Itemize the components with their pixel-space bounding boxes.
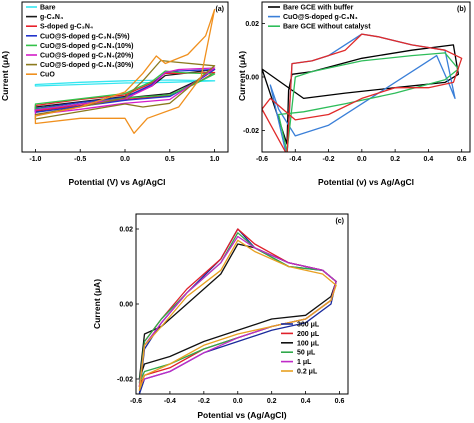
- x-tick-label: -1.0: [29, 156, 41, 163]
- x-axis-label: Potential (v) vs Ag/AgCl: [318, 177, 414, 187]
- legend-label: 0.2 μL: [297, 369, 318, 376]
- legend-label: 100 μL: [297, 340, 320, 347]
- x-axis-label: Potential vs (Ag/AgCl): [197, 410, 286, 420]
- x-tick-label: -0.5: [74, 156, 86, 163]
- legend-label: CuO@S-doped g-C₃N₄: [283, 14, 358, 21]
- legend-label: CuO@S-doped g-C₃N₄(5%): [40, 33, 130, 40]
- x-tick-label: 0.2: [390, 156, 400, 163]
- y-tick-label: 0.02: [119, 227, 133, 234]
- x-tick-label: 0.6: [457, 156, 467, 163]
- legend-label: 300 μL: [297, 322, 320, 329]
- series-line-6: [34, 67, 216, 116]
- y-tick-label: 0.00: [119, 302, 133, 309]
- series-line-1: [262, 44, 460, 145]
- x-tick-label: -0.2: [323, 156, 335, 163]
- legend-label: S-doped g-C₃N₄: [40, 24, 93, 31]
- x-axis-label: Potential (V) vs Ag/AgCl: [69, 177, 166, 187]
- legend-label: 50 μL: [297, 350, 316, 357]
- series-line-3: [277, 52, 460, 152]
- legend-label: Bare: [40, 5, 56, 12]
- legend-label: 1 μL: [297, 359, 312, 366]
- y-axis-label: Current (μA): [0, 51, 10, 101]
- series-line-7: [34, 59, 216, 120]
- plot-frame: [135, 213, 349, 395]
- x-tick-label: -0.2: [198, 398, 210, 405]
- series-line-8: [34, 8, 216, 134]
- x-tick-label: 0.0: [120, 156, 130, 163]
- legend-label: Bare GCE without catalyst: [283, 24, 371, 31]
- legend-label: CuO@S-doped g-C₃N₄(10%): [40, 43, 134, 50]
- x-tick-label: -0.6: [130, 398, 142, 405]
- x-tick-label: -0.4: [164, 398, 176, 405]
- x-tick-label: 0.0: [233, 398, 243, 405]
- x-tick-label: 1.0: [210, 156, 220, 163]
- chart-panel-3: -0.6 -0.4 -0.2 0.0 0.2 0.4 0.6 0.02 0.00 -0.02 Pot…: [92, 213, 349, 420]
- y-axis-label: Current (μA): [92, 279, 102, 329]
- series-line-2: [269, 33, 456, 152]
- chart-panel-1: -1.0 -0.5 0.0 0.5 1.0 Potential (V) vs Ag/AgC…: [0, 1, 229, 187]
- legend-label: Bare GCE with buffer: [283, 5, 354, 12]
- legend-label: CuO@S-doped g-C₃N₄(30%): [40, 62, 134, 69]
- y-tick-label: -0.02: [243, 128, 259, 135]
- legend-label: g-C₃N₄: [40, 14, 63, 21]
- x-tick-label: 0.5: [165, 156, 175, 163]
- panel-label: (a): [215, 6, 224, 13]
- legend-label: CuO: [40, 72, 55, 79]
- x-tick-label: 0.4: [424, 156, 434, 163]
- panel-label: (c): [335, 218, 344, 225]
- series-line-4: [262, 33, 463, 152]
- y-tick-label: -0.02: [117, 377, 133, 384]
- x-tick-label: -0.4: [289, 156, 301, 163]
- x-tick-label: 0.0: [357, 156, 367, 163]
- x-tick-label: 0.2: [267, 398, 277, 405]
- y-tick-label: 0.00: [245, 75, 259, 82]
- chart-panel-2: -0.6 -0.4 -0.2 0.0 0.2 0.4 0.6 0.02 0.00 -0.02 Pot…: [237, 1, 471, 187]
- legend-label: 200 μL: [297, 331, 320, 338]
- x-tick-label: 0.4: [301, 398, 311, 405]
- y-axis-label: Current (μA): [237, 51, 247, 101]
- series-line-6: [138, 239, 337, 391]
- series-line-3: [34, 71, 216, 112]
- legend-label: CuO@S-doped g-C₃N₄(20%): [40, 53, 134, 60]
- y-tick-label: 0.02: [245, 21, 259, 28]
- series-line-5: [138, 235, 337, 388]
- x-tick-label: -0.6: [256, 156, 268, 163]
- panel-label: (b): [457, 6, 466, 13]
- series-line-1: [34, 79, 216, 87]
- x-tick-label: 0.6: [335, 398, 345, 405]
